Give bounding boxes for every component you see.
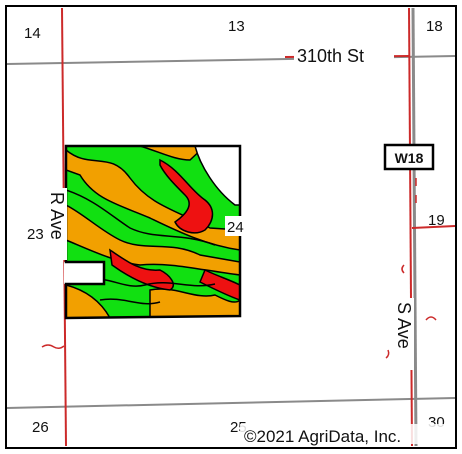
section-number: 26 [32,419,49,436]
road-s-ave [408,7,413,447]
non-field-notch [64,262,104,284]
street-label-bg [294,46,394,66]
creek-mark [41,344,65,350]
section-number: 24 [227,219,244,236]
soil-boundary [89,278,216,287]
section-line-south [6,397,456,409]
section-number: 19 [428,212,445,229]
road-east-stub [411,225,456,229]
road-label-s-ave: S Ave [394,302,414,349]
copyright-notice: ©2021 AgriData, Inc. [244,427,401,446]
section-number: 18 [426,18,443,35]
section-number: 13 [228,18,245,35]
section-number: 14 [24,25,41,42]
soil-zone-red [159,158,214,234]
street-label-310th: 310th St [297,46,364,66]
creek-mark [401,264,405,274]
soil-zone-orange [139,146,207,161]
creek-mark [425,316,437,321]
field-boundary [64,144,242,320]
section-number: 23 [27,226,44,243]
soil-boundary [99,298,161,305]
creek-mark [385,349,390,359]
route-shield-label: W18 [395,150,424,166]
soil-boundary [66,189,216,246]
road-label-r-ave-group: R Ave [47,188,67,260]
route-shield [383,143,435,171]
road-label-s-ave-group: S Ave [394,298,414,370]
white-clearing [194,146,240,206]
field-soil-polygons [64,144,242,320]
road-label-r-ave: R Ave [47,192,67,240]
soil-zone-orange [66,284,112,318]
